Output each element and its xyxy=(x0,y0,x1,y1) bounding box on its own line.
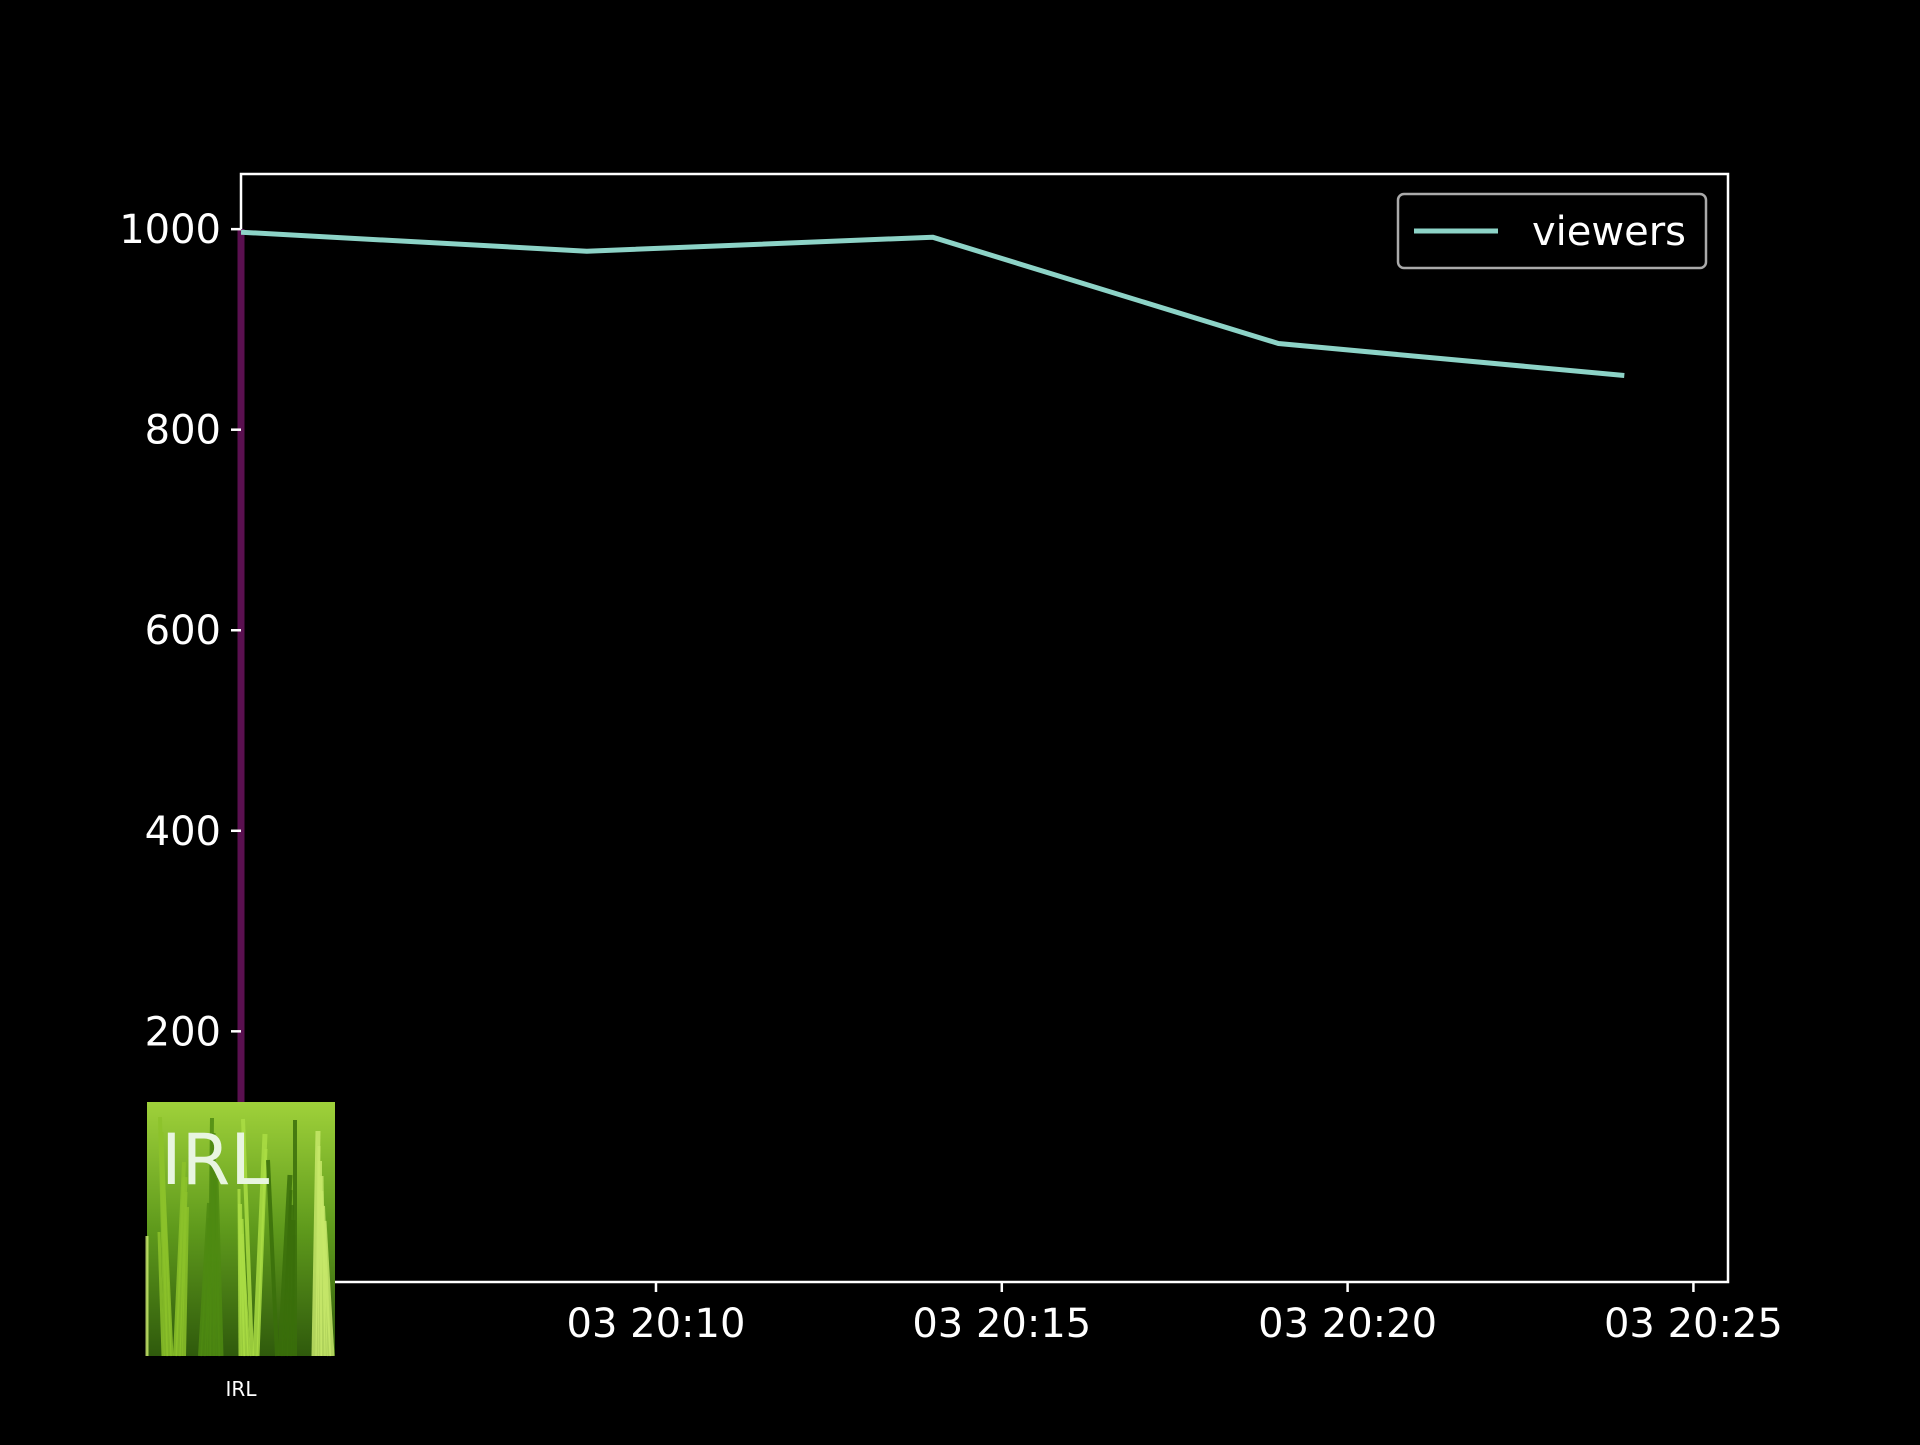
y-tick-label: 800 xyxy=(145,408,221,454)
y-tick-label: 200 xyxy=(145,1009,221,1055)
thumbnail-title: IRL xyxy=(161,1119,269,1201)
legend-label: viewers xyxy=(1532,209,1686,255)
thumbnail-caption: IRL xyxy=(226,1377,258,1401)
thumbnail-image: IRL xyxy=(147,1102,335,1356)
grass-blade xyxy=(239,1189,240,1356)
x-tick-label: 03 20:25 xyxy=(1604,1301,1783,1347)
thumbnail-layer: IRL IRL xyxy=(147,1102,335,1401)
chart-legend: viewers xyxy=(1398,194,1706,268)
plot-frame xyxy=(241,174,1728,1282)
y-tick-label: 600 xyxy=(145,608,221,654)
y-tick-label: 400 xyxy=(145,809,221,855)
x-tick-label: 03 20:10 xyxy=(567,1301,746,1347)
x-tick-label: 03 20:15 xyxy=(912,1301,1091,1347)
y-tick-label: 1000 xyxy=(119,207,221,253)
axes-layer xyxy=(241,174,1728,1282)
x-tick-label: 03 20:20 xyxy=(1258,1301,1437,1347)
